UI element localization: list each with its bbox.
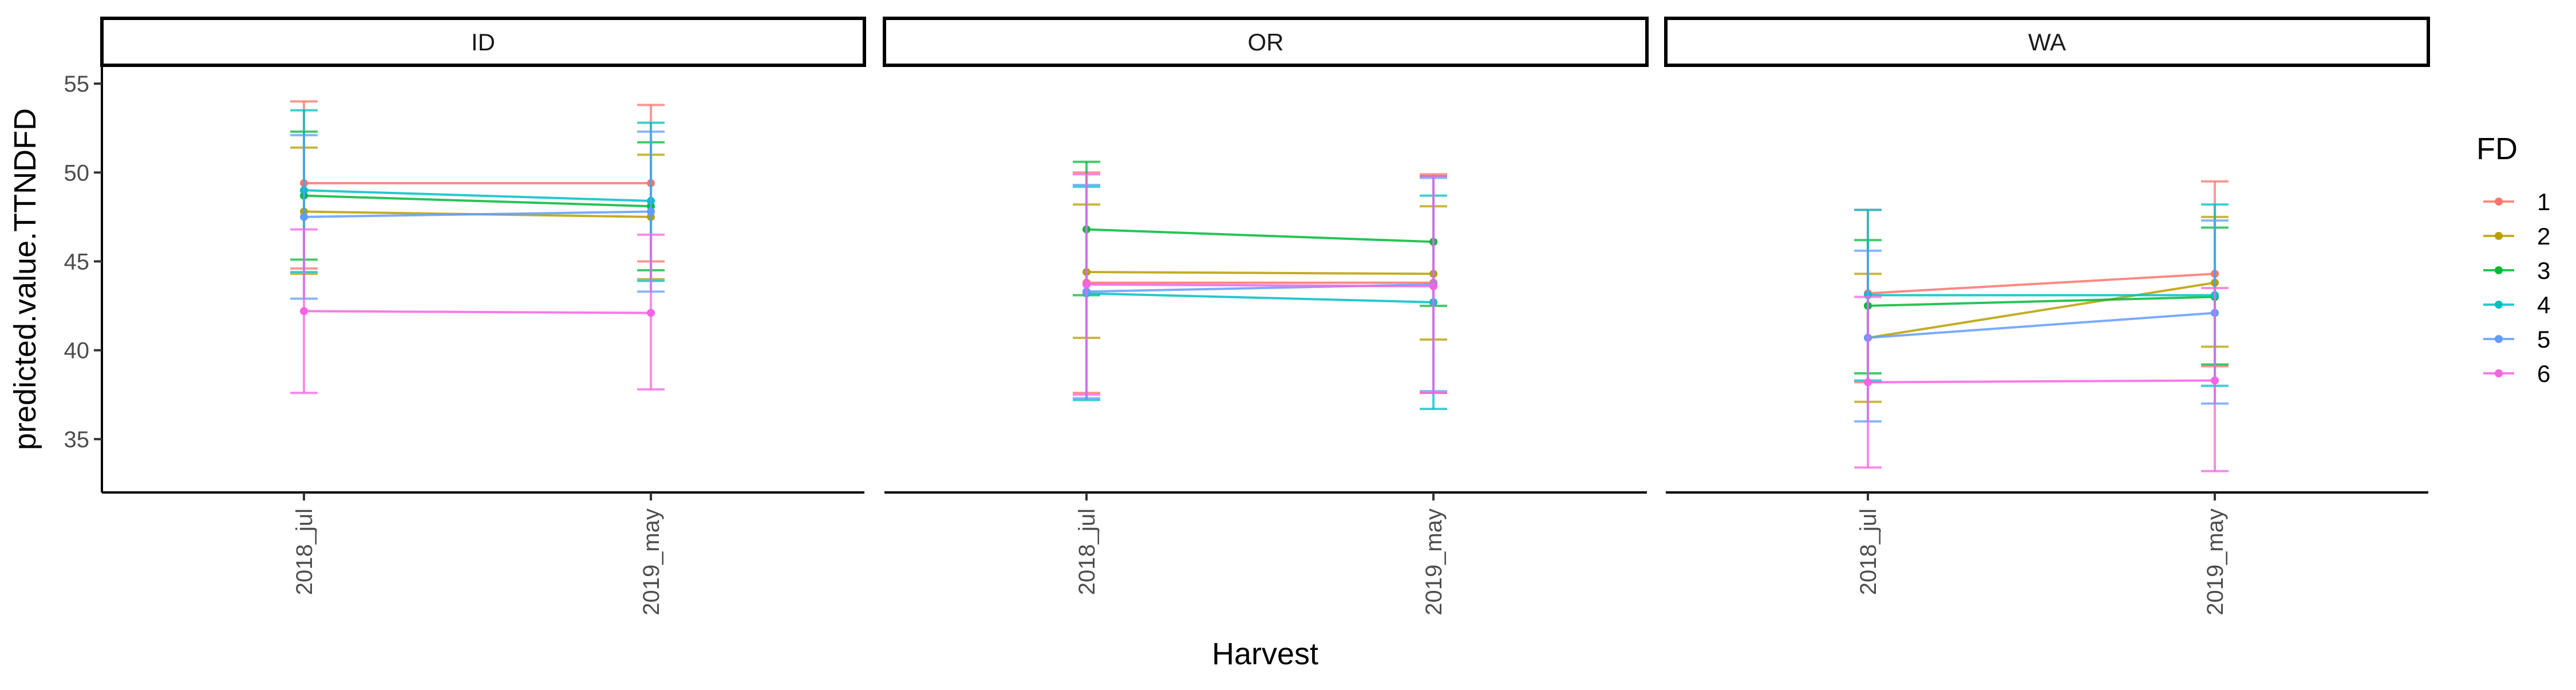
x-tick-label: 2018_jul: [292, 508, 317, 595]
panel-or: OR 2018_jul 2019_may: [883, 17, 1649, 616]
legend-key-point-fd1: [2495, 198, 2503, 206]
legend-label-fd4: 4: [2537, 291, 2550, 318]
data-point-fd5: [299, 212, 308, 221]
y-tick-label: 50: [64, 160, 90, 186]
y-axis: 35 40 45 50 55: [64, 66, 103, 492]
x-tick-label: 2018_jul: [1856, 508, 1881, 595]
series-line-fd2: [1086, 271, 1434, 275]
legend-key-point-fd2: [2495, 232, 2503, 240]
series-line-fd5: [1867, 312, 2215, 339]
series-line-fd6: [1086, 283, 1434, 287]
series-line-fd5: [303, 210, 651, 218]
panel-wa: WA 2018_jul 2019_may: [1664, 17, 2430, 616]
legend-label-fd6: 6: [2537, 360, 2550, 387]
strip-label-wa: WA: [2028, 29, 2066, 56]
legend-key-point-fd5: [2495, 335, 2503, 343]
panels-layer: ID 2018_jul 2019_may OR 2018_jul 2019_may WA 20…: [100, 17, 2430, 616]
y-tick-label: 40: [64, 338, 90, 364]
legend-label-fd2: 2: [2537, 223, 2550, 250]
x-tick-label: 2019_may: [639, 508, 664, 616]
y-axis-title: predicted.value.TTNDFD: [8, 108, 42, 450]
legend-key-point-fd6: [2495, 369, 2503, 377]
x-tick-label: 2018_jul: [1074, 508, 1100, 595]
legend-label-fd3: 3: [2537, 257, 2550, 284]
data-point-fd6: [647, 309, 655, 317]
x-tick-label: 2019_may: [2203, 508, 2228, 616]
legend-title: FD: [2476, 132, 2518, 166]
x-axis-title: Harvest: [1212, 637, 1318, 671]
series-line-fd4: [1086, 292, 1434, 303]
series-line-fd6: [303, 310, 651, 314]
y-tick-label: 35: [64, 427, 90, 452]
strip-box-id: [100, 17, 866, 67]
series-line-fd3: [1086, 228, 1434, 243]
legend-key-point-fd4: [2495, 301, 2503, 309]
series-line-fd2: [1867, 281, 2215, 339]
panel-id: ID 2018_jul 2019_may: [100, 17, 866, 616]
y-tick-label: 55: [64, 72, 90, 97]
data-point-fd6: [1082, 280, 1091, 289]
strip-box-wa: [1664, 17, 2430, 67]
strip-box-or: [883, 17, 1649, 67]
x-tick-label: 2019_may: [1421, 508, 1447, 616]
series-line-fd4: [303, 189, 651, 202]
data-point-fd5: [647, 207, 655, 216]
y-tick-label: 45: [64, 249, 90, 274]
series-line-fd3: [303, 194, 651, 208]
data-point-fd6: [1429, 282, 1438, 290]
strip-label-or: OR: [1248, 29, 1284, 56]
series-line-fd1: [1867, 273, 2215, 295]
legend: FD 1 2 3 4 5 6: [2476, 132, 2550, 387]
data-point-fd6: [2211, 376, 2219, 385]
legend-label-fd5: 5: [2537, 326, 2550, 353]
data-point-fd6: [299, 307, 308, 316]
legend-label-fd1: 1: [2537, 188, 2550, 215]
data-point-fd6: [1863, 378, 1872, 387]
strip-label-id: ID: [471, 29, 495, 56]
series-line-fd6: [1867, 379, 2215, 384]
series-line-fd3: [1867, 295, 2215, 307]
legend-key-point-fd3: [2495, 266, 2503, 274]
